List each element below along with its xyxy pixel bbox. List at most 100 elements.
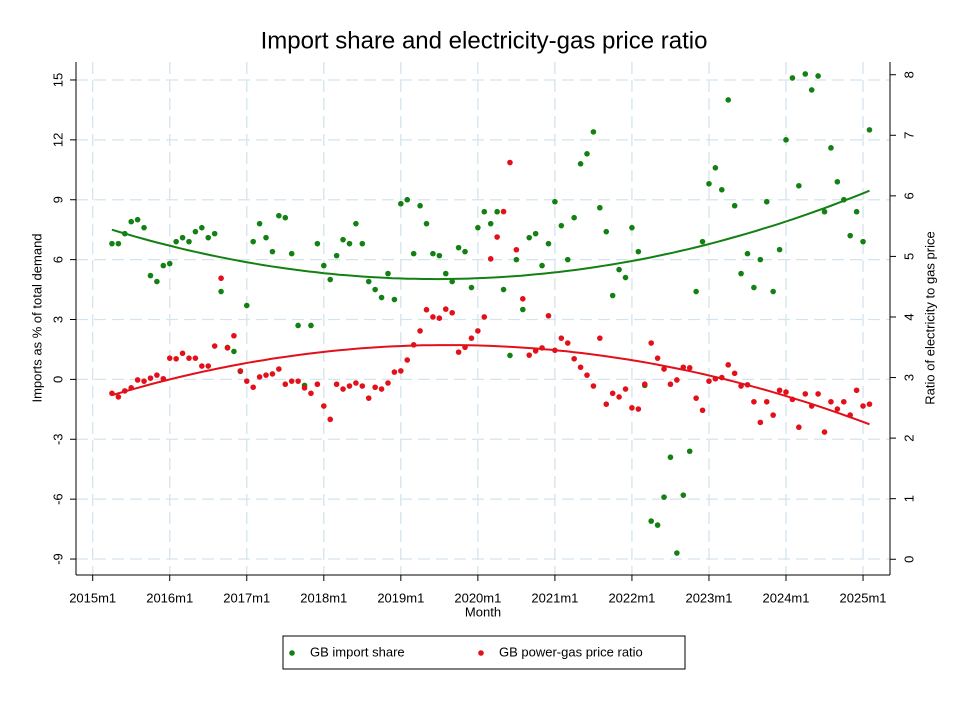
scatter-point [564,340,571,346]
scatter-point [635,406,642,412]
scatter-point [340,386,346,392]
scatter-point [526,234,533,241]
scatter-point [731,370,738,377]
x-tick-label: 2018m1 [300,590,347,605]
scatter-point [385,270,391,277]
y-tick-label: 6 [50,256,65,263]
scatter-point [346,383,353,389]
scatter-point [487,220,494,227]
scatter-point [314,381,321,388]
scatter-point [558,335,565,341]
scatter-point [282,381,289,388]
scatter-point [211,343,218,349]
y-tick-label: 9 [50,196,65,203]
scatter-point [731,202,738,209]
scatter-point [147,272,154,279]
scatter-point [796,424,802,431]
scatter-point [539,262,545,269]
scatter-point [192,228,199,235]
scatter-point [308,390,314,397]
scatter-point [134,377,141,383]
scatter-point [597,204,603,211]
scatter-point [751,398,757,405]
scatter-point [853,208,860,215]
scatter-point [847,232,853,239]
x-tick-label: 2019m1 [377,590,424,605]
x-tick-label: 2015m1 [69,590,116,605]
y-tick-label: -3 [50,433,65,445]
scatter-point [327,276,334,283]
chart-title: Import share and electricity-gas price r… [261,27,708,54]
scatter-point [564,256,571,263]
scatter-point [840,398,847,405]
scatter-point [404,357,411,363]
scatter-point [192,355,199,361]
scatter-point [359,383,366,389]
scatter-point [500,286,507,293]
scatter-point [365,395,372,401]
y-tick-label: 0 [50,376,65,383]
scatter-point [789,75,796,81]
scatter-point [449,309,455,316]
scatter-point [558,222,565,229]
scatter-point [693,288,699,295]
scatter-point [282,214,289,221]
scatter-point [853,387,860,394]
legend-box [282,635,686,670]
x-tick-label: 2017m1 [223,590,270,605]
scatter-point [674,550,680,556]
scatter-point [320,262,327,269]
scatter-point [815,73,821,79]
scatter-point [115,394,122,400]
scatter-point [147,375,154,381]
scatter-point [706,378,712,384]
scatter-point [513,246,520,253]
y2-tick-label: 2 [901,435,916,442]
scatter-point [353,380,359,386]
scatter-point [166,260,173,267]
scatter-point [667,381,674,388]
scatter-point [141,378,147,384]
scatter-point [834,406,841,412]
scatter-point [699,407,706,414]
scatter-point [860,403,866,409]
scatter-point [783,137,789,143]
scatter-point [333,381,340,388]
scatter-point [455,349,462,355]
scatter-point [134,216,141,223]
scatter-point [686,448,693,455]
scatter-point [269,371,276,377]
scatter-point [667,454,674,461]
scatter-point [141,224,147,231]
scatter-point [783,389,789,395]
scatter-point [115,240,122,247]
scatter-point [173,355,179,362]
scatter-point [468,335,475,341]
scatter-point [269,248,276,255]
scatter-point [301,385,308,391]
y-tick-label: 12 [50,133,65,147]
scatter-point [128,218,135,225]
scatter-point [359,240,366,247]
scatter-point [231,348,237,355]
scatter-point [276,212,282,219]
scatter-point [507,352,513,359]
scatter-point [571,355,577,362]
scatter-point [686,365,693,371]
scatter-point [571,214,577,221]
scatter-point [719,186,725,193]
scatter-point [738,270,744,277]
scatter-point [693,395,699,401]
scatter-point [243,378,250,384]
scatter-point [603,228,610,235]
scatter-point [834,178,841,185]
scatter-point [751,284,757,291]
scatter-point [661,366,667,372]
scatter-point [199,363,205,369]
scatter-point [288,250,295,257]
x-tick-label: 2022m1 [608,590,655,605]
scatter-point [616,266,622,273]
scatter-point [629,405,635,411]
scatter-point [353,220,359,227]
